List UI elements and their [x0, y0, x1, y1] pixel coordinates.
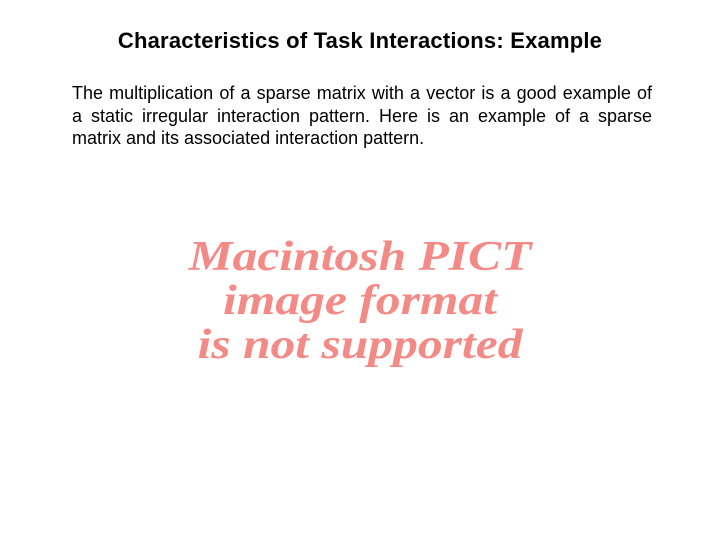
pict-line-3: is not supported [0, 323, 720, 367]
pict-line-1: Macintosh PICT [0, 235, 720, 279]
slide: Characteristics of Task Interactions: Ex… [0, 0, 720, 540]
slide-body-text: The multiplication of a sparse matrix wi… [72, 82, 652, 150]
slide-title: Characteristics of Task Interactions: Ex… [0, 28, 720, 54]
pict-line-2: image format [0, 279, 720, 323]
pict-unsupported-placeholder: Macintosh PICT image format is not suppo… [0, 235, 720, 367]
